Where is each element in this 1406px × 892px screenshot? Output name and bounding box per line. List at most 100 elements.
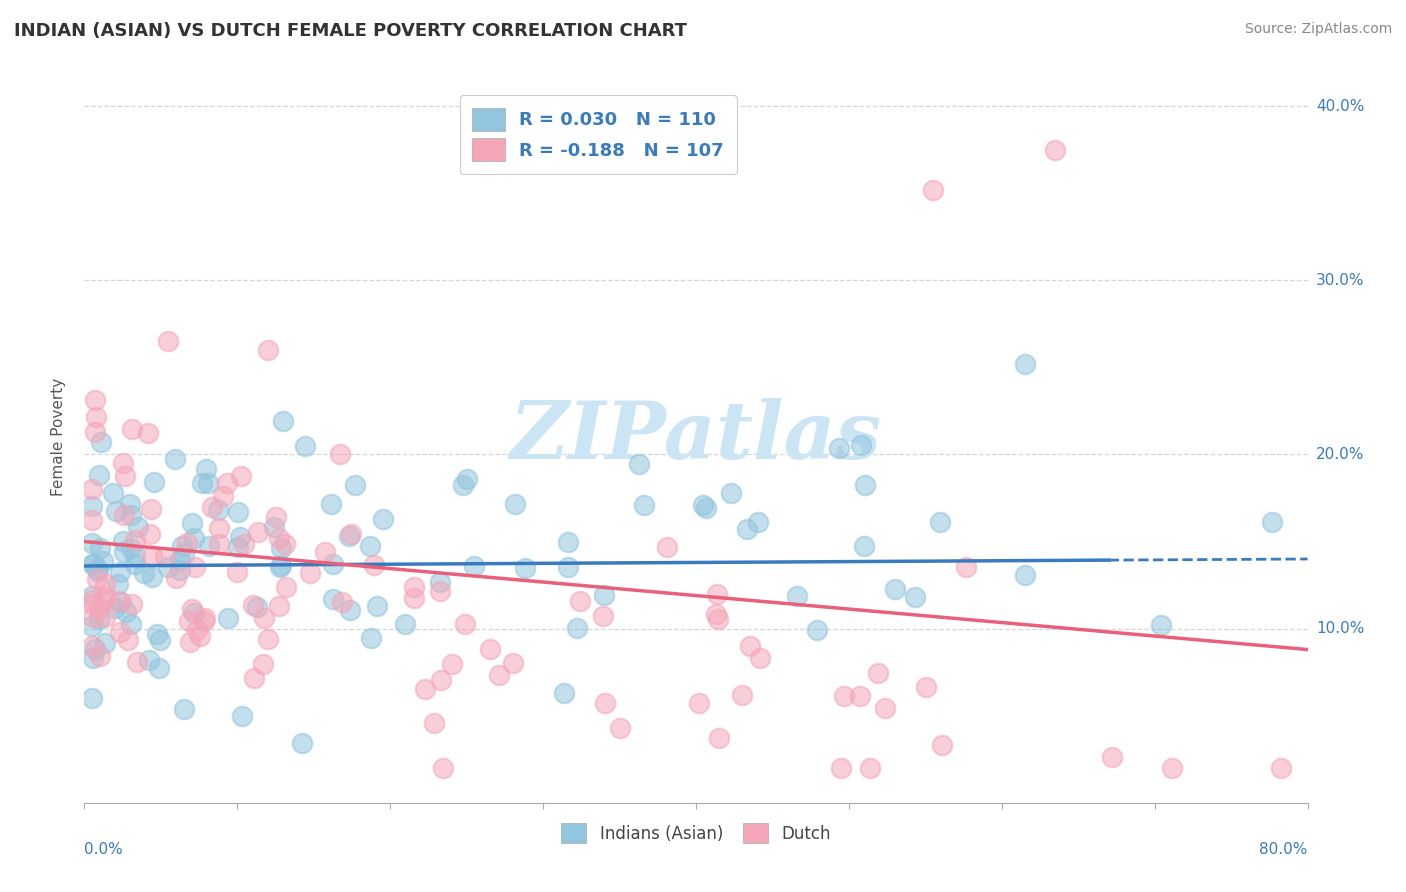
Point xyxy=(193,614,215,628)
Point xyxy=(80,619,103,633)
Point xyxy=(415,682,437,697)
Text: 30.0%: 30.0% xyxy=(1316,273,1364,288)
Text: ZIPatlas: ZIPatlas xyxy=(510,399,882,475)
Point xyxy=(1270,761,1292,775)
Point xyxy=(120,617,142,632)
Point xyxy=(627,458,650,472)
Point xyxy=(93,577,115,591)
Point xyxy=(735,522,758,536)
Point xyxy=(359,539,381,553)
Point xyxy=(451,478,474,492)
Point xyxy=(191,475,214,490)
Point xyxy=(107,576,129,591)
Text: INDIAN (ASIAN) VS DUTCH FEMALE POVERTY CORRELATION CHART: INDIAN (ASIAN) VS DUTCH FEMALE POVERTY C… xyxy=(14,22,688,40)
Point xyxy=(291,736,314,750)
Point xyxy=(267,531,290,545)
Point xyxy=(87,467,110,482)
Point xyxy=(931,739,953,753)
Point xyxy=(373,512,395,526)
Point xyxy=(186,623,208,637)
Point xyxy=(299,566,322,580)
Point xyxy=(80,535,103,549)
Point xyxy=(270,558,292,573)
Point xyxy=(132,566,155,580)
Point xyxy=(124,557,146,571)
Point xyxy=(423,716,446,731)
Point xyxy=(330,595,353,609)
Point xyxy=(706,612,728,626)
Point xyxy=(110,625,132,640)
Point xyxy=(479,641,502,656)
Point xyxy=(101,485,124,500)
Point xyxy=(114,469,136,483)
Point xyxy=(104,601,127,615)
Point xyxy=(502,656,524,670)
Point xyxy=(110,595,132,609)
Point xyxy=(226,505,249,519)
Point xyxy=(246,524,269,539)
Point xyxy=(1150,618,1173,632)
Point xyxy=(208,521,231,535)
Point xyxy=(181,602,204,616)
Point xyxy=(170,539,193,553)
Point xyxy=(183,606,205,620)
Point xyxy=(553,685,575,699)
Point xyxy=(176,536,198,550)
Point xyxy=(141,569,163,583)
Point xyxy=(80,558,103,572)
Point xyxy=(430,673,453,687)
Point xyxy=(928,515,950,529)
Point xyxy=(86,572,108,586)
Point xyxy=(80,597,103,611)
Point xyxy=(1261,515,1284,529)
Point xyxy=(120,508,142,522)
Point xyxy=(263,520,285,534)
Point xyxy=(184,560,207,574)
Point xyxy=(139,526,162,541)
Point xyxy=(173,547,195,561)
Point xyxy=(120,541,142,555)
Point xyxy=(1101,749,1123,764)
Point xyxy=(257,343,280,357)
Point xyxy=(149,633,172,648)
Text: 80.0%: 80.0% xyxy=(1260,842,1308,856)
Text: Source: ZipAtlas.com: Source: ZipAtlas.com xyxy=(1244,22,1392,37)
Point xyxy=(112,545,135,559)
Point xyxy=(183,532,205,546)
Point xyxy=(904,590,927,604)
Point xyxy=(84,425,107,439)
Point xyxy=(111,456,134,470)
Point xyxy=(138,653,160,667)
Point xyxy=(633,498,655,512)
Y-axis label: Female Poverty: Female Poverty xyxy=(51,378,66,496)
Point xyxy=(217,476,239,491)
Point xyxy=(80,640,103,654)
Point xyxy=(557,559,579,574)
Point xyxy=(145,627,167,641)
Text: 0.0%: 0.0% xyxy=(84,842,124,856)
Point xyxy=(112,508,135,522)
Point xyxy=(343,478,366,492)
Point xyxy=(565,621,588,635)
Point xyxy=(747,515,769,529)
Point xyxy=(165,451,187,466)
Point xyxy=(429,575,451,590)
Point xyxy=(849,689,872,703)
Point xyxy=(208,537,231,551)
Point xyxy=(706,586,728,600)
Point xyxy=(294,439,316,453)
Point xyxy=(731,688,754,702)
Point xyxy=(82,650,104,665)
Point xyxy=(329,447,352,461)
Point xyxy=(830,761,852,775)
Point xyxy=(226,566,249,580)
Point xyxy=(366,599,388,613)
Point xyxy=(243,671,266,685)
Point xyxy=(853,539,876,553)
Point xyxy=(89,541,111,555)
Point xyxy=(720,485,742,500)
Point xyxy=(873,701,896,715)
Point xyxy=(252,657,274,672)
Point xyxy=(264,509,287,524)
Point xyxy=(246,599,269,614)
